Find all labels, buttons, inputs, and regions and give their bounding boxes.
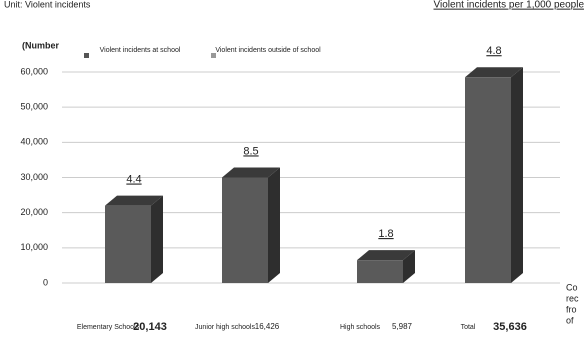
bar-side — [151, 195, 163, 283]
x-tick-label: Junior high schools — [195, 324, 255, 331]
bar-top — [465, 67, 523, 78]
legend-label: Violent incidents outside of school — [215, 47, 321, 54]
y-tick-label: 0 — [43, 277, 48, 287]
rate-title: Violent incidents per 1,000 people — [434, 0, 585, 11]
bar-side — [268, 167, 280, 283]
y-axis-label: (Number — [22, 40, 59, 50]
bar — [222, 177, 268, 283]
legend-swatch — [211, 53, 216, 58]
y-tick-label: 20,000 — [20, 207, 48, 217]
side-note: Co — [566, 282, 578, 292]
x-tick-label: Total — [461, 324, 476, 331]
bar-top — [357, 250, 415, 261]
side-note: of — [566, 315, 574, 325]
bar-top — [105, 195, 163, 206]
side-note: rec — [566, 293, 579, 303]
side-note: fro — [566, 304, 577, 314]
bottom-label: 20,143 — [133, 321, 167, 333]
legend-label: Violent incidents at school — [100, 47, 181, 54]
rate-label: 8.5 — [243, 145, 258, 157]
bar-top — [222, 167, 280, 178]
bar — [105, 205, 151, 283]
bar-side — [511, 67, 523, 284]
rate-label: 4.4 — [126, 174, 141, 186]
bar — [357, 260, 403, 283]
x-tick-label: High schools — [340, 324, 381, 331]
y-tick-label: 30,000 — [20, 172, 48, 182]
x-tick-label: Elementary Schools — [77, 324, 140, 331]
unit-note: Unit: Violent incidents — [4, 0, 91, 9]
y-tick-label: 50,000 — [20, 102, 48, 112]
bar-side — [403, 250, 415, 283]
bottom-label: 5,987 — [392, 322, 413, 331]
y-tick-label: 40,000 — [20, 137, 48, 147]
bottom-label: 16,426 — [255, 322, 280, 331]
bar — [465, 77, 511, 284]
y-tick-label: 60,000 — [20, 66, 48, 76]
rate-label: 4.8 — [486, 45, 501, 57]
legend-swatch — [84, 53, 89, 58]
y-tick-label: 10,000 — [20, 242, 48, 252]
bottom-label: 35,636 — [493, 321, 527, 333]
rate-label: 1.8 — [378, 228, 393, 240]
